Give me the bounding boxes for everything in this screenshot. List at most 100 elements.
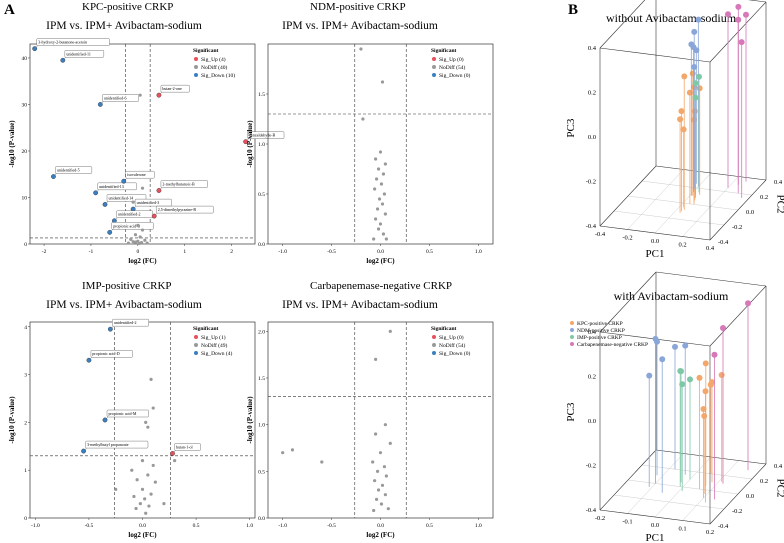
data-point <box>374 217 378 221</box>
pca-point <box>693 47 700 54</box>
y-tick-label: 0.5 <box>258 192 265 198</box>
point-label: 3-hydroxy-2-butanone-acetoin <box>38 40 87 45</box>
data-point <box>382 192 387 196</box>
legend-marker <box>432 335 436 339</box>
cube-edge <box>655 165 767 181</box>
x-tick-label: 0.5 <box>426 249 433 255</box>
y-tick-label: 1.0 <box>258 142 265 148</box>
x-tick-label: 0.5 <box>426 523 433 529</box>
data-point <box>381 172 386 176</box>
data-point <box>138 235 142 239</box>
data-point <box>382 465 387 469</box>
y-tick-label: -0.2 <box>732 224 742 231</box>
data-point <box>170 451 175 456</box>
x-tick-label: 1.0 <box>475 523 482 529</box>
y-tick-label: 0.2 <box>760 194 768 201</box>
plot-title: IPM vs. IPM+ Avibactam-sodium <box>282 299 438 311</box>
z-tick-label: -0.4 <box>586 223 597 230</box>
legend-marker <box>194 335 198 339</box>
plot-frame <box>29 43 256 245</box>
x-tick-label: -0.2 <box>622 235 632 242</box>
x-tick-label: -1.0 <box>31 523 40 529</box>
data-point <box>129 237 133 241</box>
group-title: NDM-positive CRKP <box>310 1 406 13</box>
legend-marker <box>432 57 436 61</box>
data-point <box>320 460 324 464</box>
cube-edge <box>709 285 767 347</box>
data-point <box>173 459 177 463</box>
pca-point <box>707 381 714 388</box>
z-tick-label: 0.2 <box>588 90 596 97</box>
data-point <box>133 233 138 237</box>
data-point <box>372 237 376 241</box>
legend-label: NoDiff (49) <box>201 342 227 349</box>
x-tick-label: 0.4 <box>706 245 715 252</box>
cube-edge <box>709 179 767 241</box>
point-label-box <box>174 443 201 451</box>
y-tick-label: 4 <box>24 325 27 331</box>
x-axis-label: PC1 <box>646 248 665 260</box>
group-title: KPC-positive CRKP <box>82 1 173 13</box>
plot-title: IPM vs. IPM+ Avibactam-sodium <box>282 20 438 32</box>
legend-label: NoDiff (40) <box>201 64 227 71</box>
pca-point <box>702 360 709 367</box>
pca-plot: without Avibactam-sodium -0.4 -0.2 0.0 0.2 0.… <box>565 0 784 260</box>
x-tick-label: 0 <box>136 249 139 255</box>
data-point <box>377 197 382 201</box>
legend-title: Significant <box>193 326 219 332</box>
plot-title: IPM vs. IPM+ Avibactam-sodium <box>46 299 202 311</box>
y-tick-label: 1.0 <box>258 423 265 429</box>
data-point <box>374 357 378 361</box>
data-point <box>381 232 386 236</box>
y-tick-label: 0.0 <box>746 493 754 500</box>
legend-label: Sig_Up (0) <box>439 56 464 63</box>
legend-label: Sig_Down (0) <box>439 72 470 79</box>
legend-label: NoDiff (54) <box>439 64 465 71</box>
pca-point <box>702 388 709 395</box>
data-point <box>379 502 384 506</box>
x-tick-label: -0.5 <box>85 523 94 529</box>
floor-grid-line <box>641 180 753 196</box>
data-point <box>32 46 38 52</box>
y-tick-label: -0.4 <box>718 239 729 246</box>
z-tick-label: 0.0 <box>588 418 596 425</box>
z-axis-label: PC3 <box>565 402 577 421</box>
plot-title: IPM vs. IPM+ Avibactam-sodium <box>46 20 202 32</box>
x-axis-label: log2 (FC) <box>128 257 157 265</box>
data-point <box>374 497 379 501</box>
data-point <box>383 212 387 216</box>
data-point <box>378 222 383 226</box>
legend-label: Sig_Down (10) <box>201 72 235 79</box>
data-point <box>156 92 162 98</box>
data-point <box>107 229 113 235</box>
group-title: IMP-positive CRKP <box>82 280 172 292</box>
data-point <box>145 241 149 245</box>
data-point <box>137 241 141 246</box>
x-tick-label: 2 <box>230 249 233 255</box>
pca-title: with Avibactam-sodium <box>614 289 729 303</box>
point-label: unidentified-2 <box>114 320 137 325</box>
y-tick-label: -0.2 <box>732 508 742 515</box>
point-label-box <box>36 38 110 46</box>
legend-label: Sig_Down (0) <box>439 350 470 357</box>
data-point <box>135 478 139 482</box>
point-label-box <box>97 182 137 191</box>
data-point <box>146 425 150 429</box>
volcano-plot: Carbapenemase-negative CRKP IPM vs. IPM+ … <box>246 280 494 539</box>
x-tick-label: -0.5 <box>327 249 336 255</box>
y-tick-label: -0.4 <box>718 523 729 530</box>
x-tick-label: 0.5 <box>193 523 200 529</box>
point-label-box <box>90 350 133 358</box>
data-point <box>384 474 388 478</box>
y-axis-label: PC2 <box>775 195 784 214</box>
data-point <box>143 497 147 501</box>
panel-letter-b: B <box>568 2 578 18</box>
y-axis-label: -log10 (P-value) <box>246 120 254 168</box>
pca-point <box>678 108 685 115</box>
pca-point <box>738 39 745 46</box>
z-tick-label: -0.4 <box>586 507 597 514</box>
data-point <box>376 167 381 171</box>
pca-point <box>696 73 702 80</box>
y-tick-label: 2.0 <box>258 329 265 335</box>
